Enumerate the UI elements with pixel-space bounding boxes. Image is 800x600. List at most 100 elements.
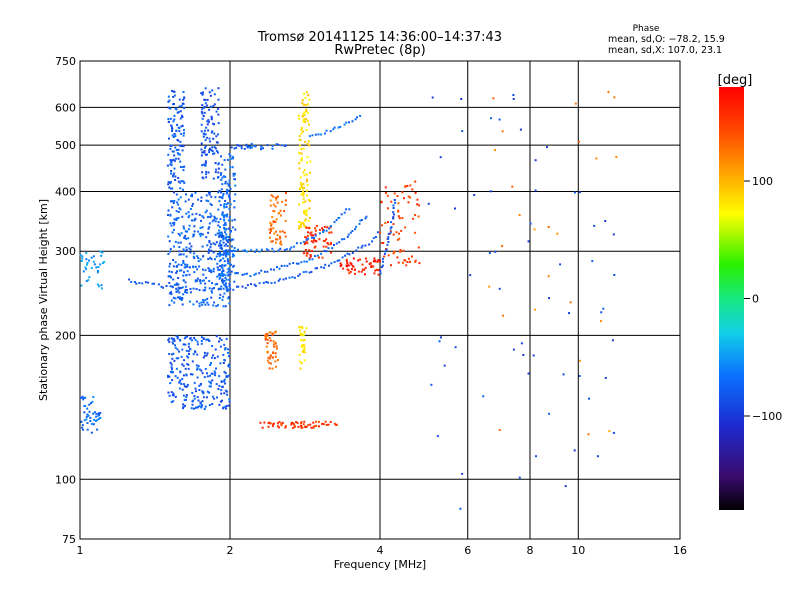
data-point — [263, 270, 266, 273]
data-point — [181, 303, 184, 306]
data-point — [173, 94, 176, 97]
data-point — [285, 192, 287, 195]
data-point — [265, 345, 268, 348]
data-point — [225, 205, 228, 208]
data-point — [165, 285, 168, 287]
data-point — [354, 118, 357, 121]
data-point — [232, 288, 235, 291]
data-point — [274, 355, 277, 358]
data-point — [335, 242, 338, 245]
data-point — [274, 341, 277, 344]
data-point — [206, 390, 209, 393]
data-point — [209, 94, 212, 97]
data-point — [208, 240, 211, 242]
data-point — [228, 153, 231, 156]
data-point — [300, 344, 303, 347]
data-point — [303, 211, 305, 213]
data-point — [82, 428, 85, 431]
data-point — [302, 222, 305, 224]
data-point — [359, 219, 362, 222]
data-point — [182, 407, 184, 410]
data-point — [171, 286, 174, 289]
data-point — [182, 343, 185, 346]
data-point — [208, 151, 211, 154]
data-point — [232, 172, 235, 175]
data-point — [613, 274, 616, 276]
data-point — [225, 282, 227, 285]
data-point — [90, 267, 93, 269]
data-point — [81, 257, 84, 260]
data-point — [219, 276, 222, 279]
data-point — [322, 423, 325, 426]
data-point — [311, 258, 314, 261]
data-point — [439, 156, 442, 159]
data-point — [309, 255, 312, 258]
data-point — [209, 374, 211, 377]
data-point — [226, 287, 229, 290]
data-point — [173, 339, 176, 342]
data-point — [263, 421, 266, 424]
data-point — [529, 222, 532, 225]
data-point — [225, 375, 228, 378]
data-point — [223, 279, 226, 282]
data-point — [99, 250, 102, 253]
data-point — [314, 133, 317, 136]
data-point — [177, 286, 180, 289]
data-point — [227, 184, 230, 187]
data-point — [281, 230, 284, 233]
data-point — [221, 399, 223, 402]
data-point — [182, 248, 185, 251]
data-point — [416, 203, 419, 206]
data-point — [216, 355, 219, 358]
data-point — [325, 423, 328, 426]
data-point — [381, 242, 384, 244]
data-point — [359, 258, 361, 261]
data-point — [217, 162, 220, 165]
data-point — [215, 217, 218, 220]
data-point — [275, 238, 277, 241]
data-point — [229, 273, 232, 276]
data-point — [337, 126, 340, 129]
data-point — [96, 419, 99, 422]
data-point — [324, 263, 327, 266]
data-point — [220, 265, 223, 268]
data-point — [180, 383, 183, 385]
data-point — [288, 262, 291, 265]
data-point — [97, 413, 100, 416]
data-point — [270, 230, 273, 232]
data-point — [173, 154, 176, 157]
data-point — [188, 353, 190, 355]
data-point — [272, 221, 275, 224]
data-point — [102, 262, 105, 264]
data-point — [80, 260, 83, 262]
data-point — [305, 327, 308, 330]
data-point — [217, 151, 219, 154]
data-point — [214, 374, 216, 377]
data-point — [223, 175, 225, 178]
data-point — [328, 264, 330, 267]
data-point — [199, 282, 202, 285]
data-point — [177, 111, 180, 114]
data-point — [608, 430, 611, 433]
data-point — [198, 384, 201, 387]
data-point — [407, 201, 410, 204]
data-point — [352, 257, 355, 260]
data-point — [228, 302, 231, 305]
data-point — [293, 425, 296, 428]
data-point — [265, 248, 268, 251]
data-point — [222, 353, 225, 356]
data-point — [276, 238, 279, 241]
data-point — [81, 424, 84, 427]
data-point — [259, 421, 262, 424]
data-point — [208, 280, 211, 283]
data-point — [235, 285, 238, 288]
data-point — [275, 241, 277, 244]
data-point — [595, 157, 598, 160]
data-point — [241, 285, 244, 288]
data-point — [305, 236, 308, 239]
data-point — [180, 299, 183, 301]
data-point — [212, 137, 215, 140]
data-point — [461, 472, 464, 475]
data-point — [224, 168, 227, 171]
data-point — [184, 336, 187, 339]
